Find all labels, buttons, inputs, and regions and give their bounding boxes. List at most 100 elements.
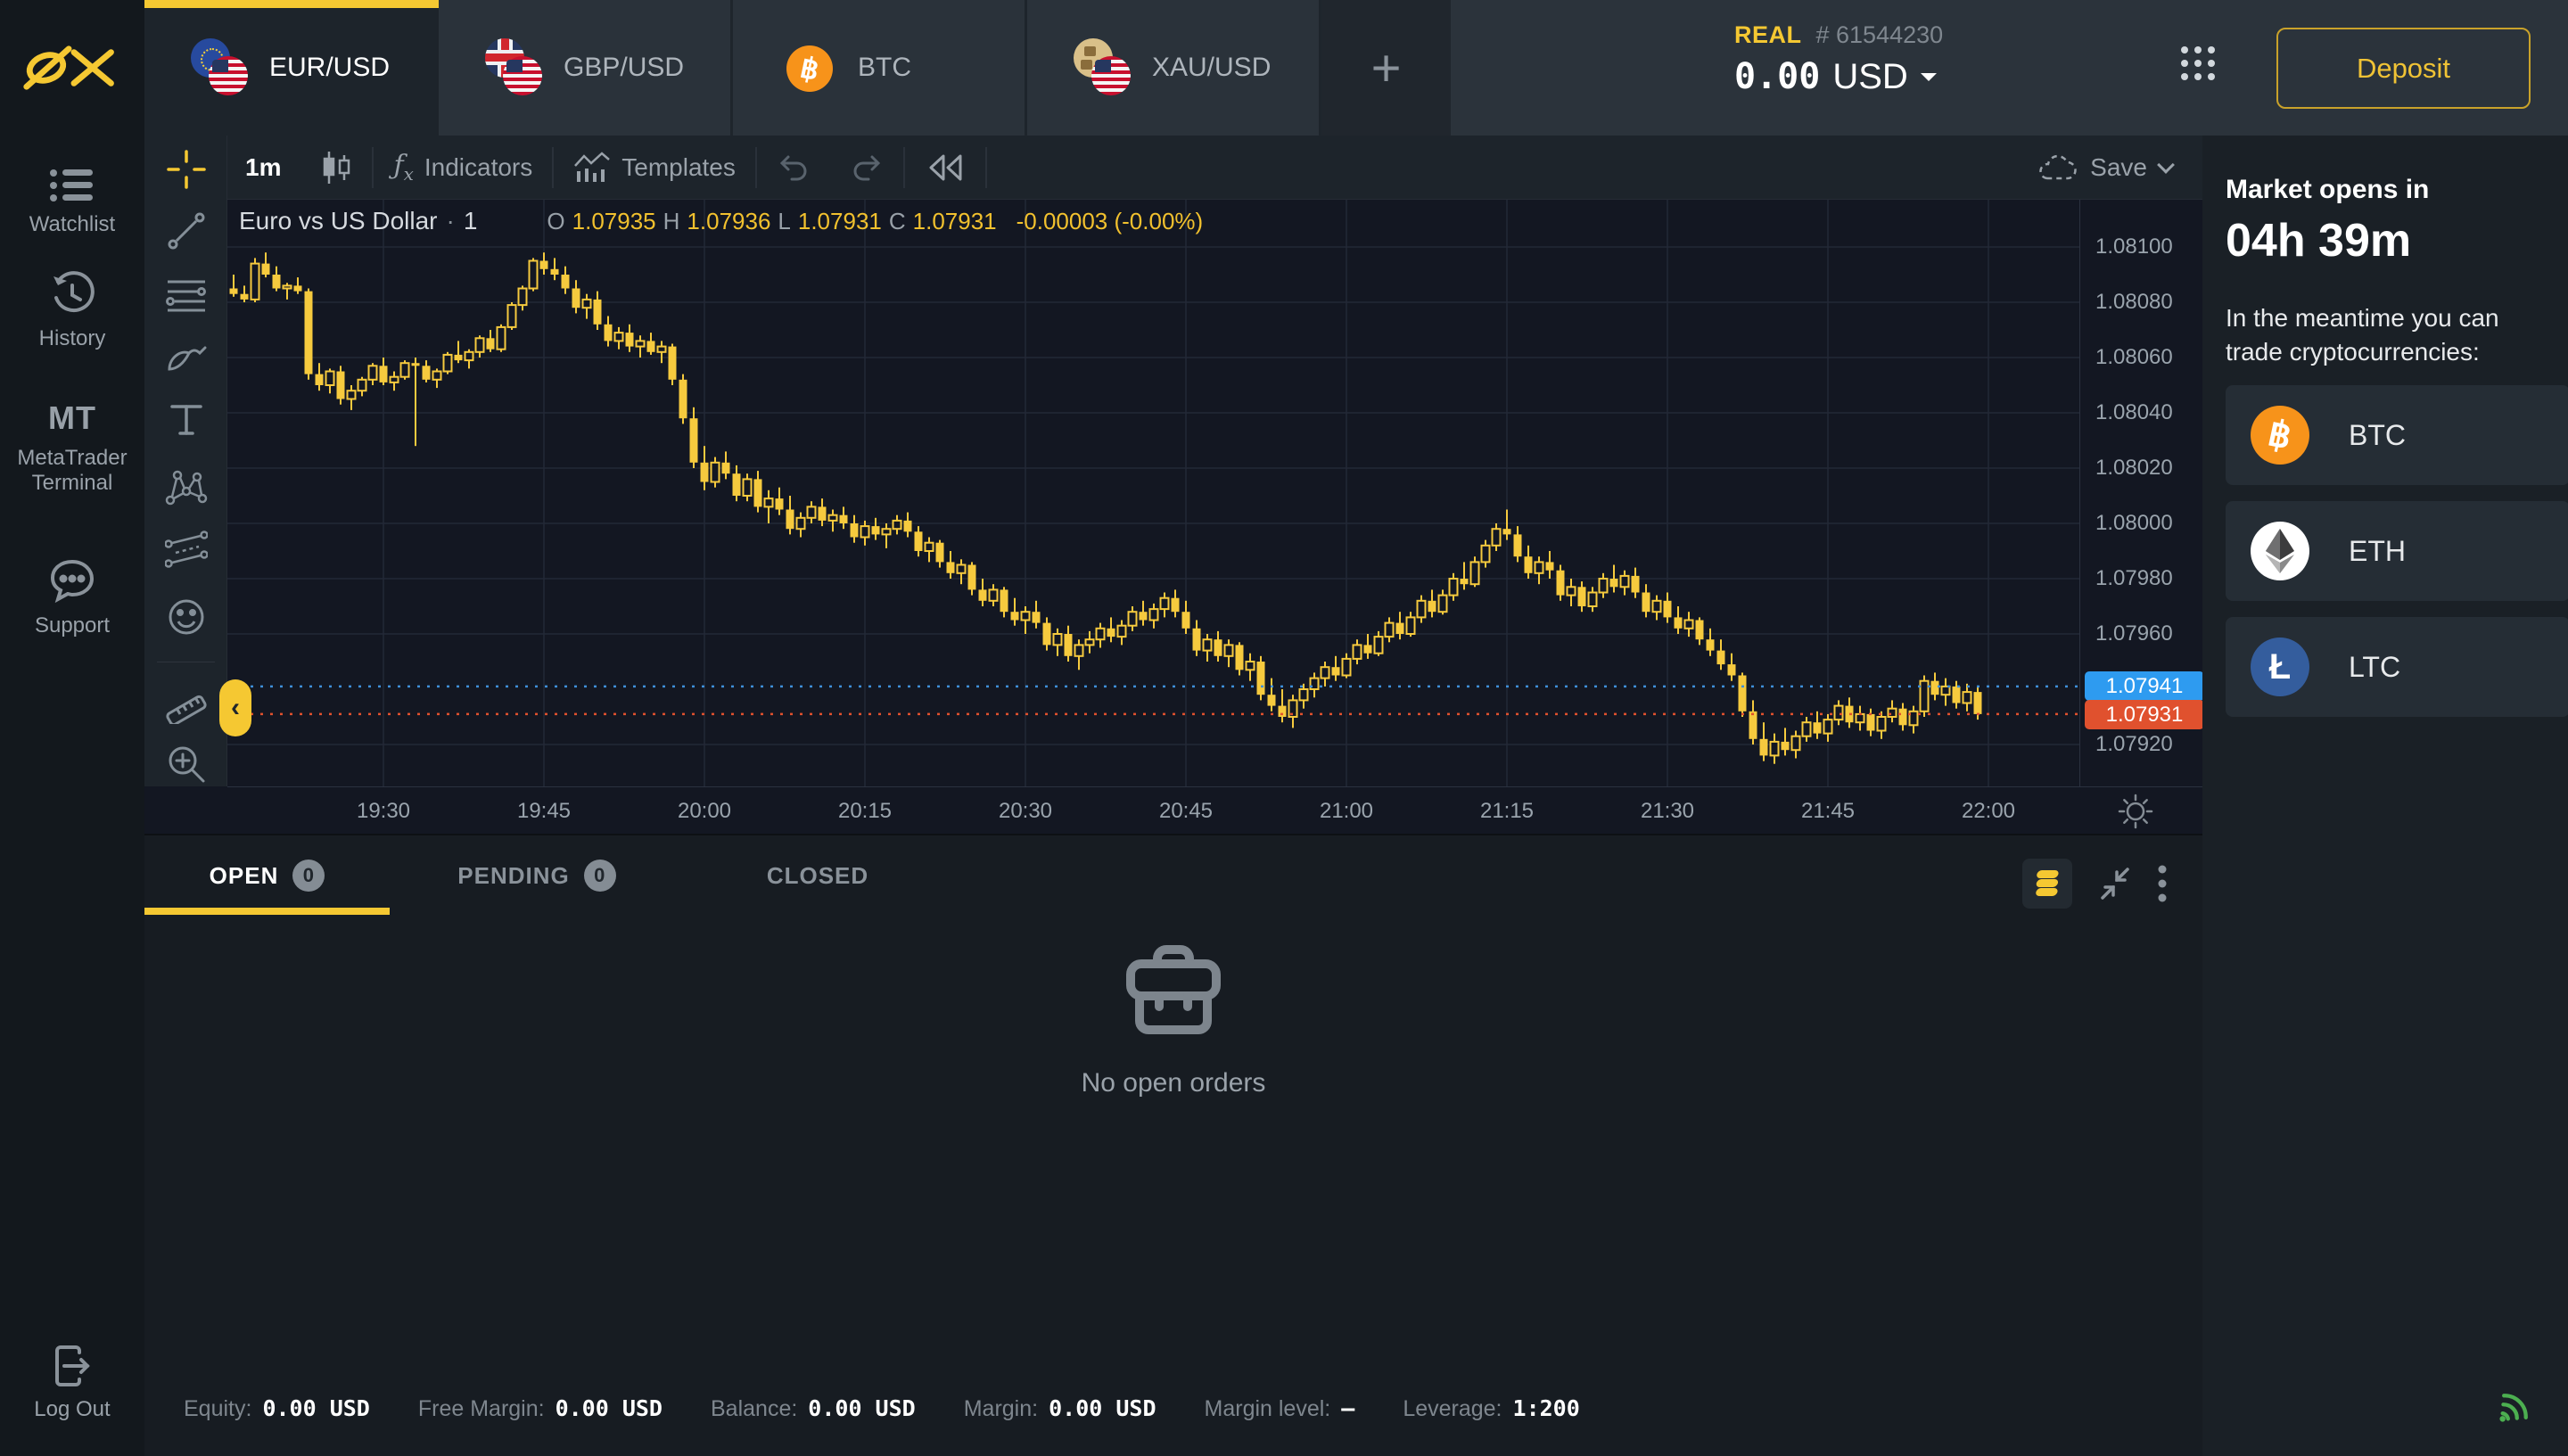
y-axis-tick: 1.07920 bbox=[2095, 732, 2173, 756]
orders-tabs: OPEN 0 PENDING 0 CLOSED bbox=[144, 844, 951, 907]
ltc-coin-icon: Ł bbox=[2251, 638, 2309, 696]
tab-label: OPEN bbox=[209, 861, 279, 889]
undo-icon bbox=[779, 155, 807, 180]
chevron-down-icon bbox=[1920, 73, 1937, 89]
orders-panel: OPEN 0 PENDING 0 CLOSED bbox=[144, 834, 2202, 1456]
balance-dropdown[interactable]: 0.00 USD bbox=[1734, 56, 1943, 97]
chart-panel: 1m ƒx Indicators Templates bbox=[144, 136, 2204, 834]
sidebar-item-logout[interactable]: Log Out bbox=[0, 1344, 144, 1422]
pattern-tool-button[interactable] bbox=[144, 468, 227, 506]
btc-coin-icon: ฿ bbox=[779, 38, 838, 97]
margin-level-label: Margin level: bbox=[1204, 1396, 1331, 1421]
emoji-tool-button[interactable] bbox=[144, 597, 227, 637]
theme-brightness-button[interactable] bbox=[2115, 791, 2156, 832]
balance-label: Balance: bbox=[711, 1396, 798, 1421]
redo-button[interactable] bbox=[830, 136, 903, 200]
xabcd-pattern-icon bbox=[165, 470, 207, 506]
tab-open-orders[interactable]: OPEN 0 bbox=[144, 844, 390, 907]
y-axis-tick: 1.08080 bbox=[2095, 290, 2173, 314]
drawing-toolbar bbox=[144, 136, 227, 786]
redo-icon bbox=[853, 155, 881, 180]
add-instrument-tab-button[interactable]: + bbox=[1321, 0, 1451, 136]
tab-btc[interactable]: ฿ BTC bbox=[733, 0, 1027, 136]
horizontal-lines-tool-button[interactable] bbox=[144, 276, 227, 312]
tab-pending-orders[interactable]: PENDING 0 bbox=[390, 844, 684, 907]
sidebar-item-metatrader[interactable]: MT MetaTrader Terminal bbox=[0, 399, 144, 496]
fx-icon: ƒx bbox=[393, 150, 414, 185]
rewind-button[interactable] bbox=[905, 136, 985, 200]
sidebar-item-support[interactable]: Support bbox=[0, 558, 144, 638]
eurusd-flag-icon bbox=[191, 38, 250, 97]
active-tab-underline bbox=[144, 908, 390, 915]
instrument-tabs: EUR/USD GBP/USD ฿ BTC XAU/USD bbox=[144, 0, 1451, 136]
x-axis-tick: 20:45 bbox=[1158, 799, 1214, 823]
empty-orders-message: No open orders bbox=[1081, 1068, 1266, 1098]
tab-label: CLOSED bbox=[766, 861, 869, 889]
candlestick-type-icon bbox=[324, 151, 350, 184]
leverage-value: 1:200 bbox=[1512, 1395, 1580, 1421]
crypto-card-eth[interactable]: ETH bbox=[2226, 501, 2568, 601]
indicators-button[interactable]: ƒx Indicators bbox=[374, 136, 552, 200]
tab-gbpusd[interactable]: GBP/USD bbox=[439, 0, 733, 136]
apps-grid-icon[interactable] bbox=[2181, 46, 2215, 80]
account-number: # 61544230 bbox=[1815, 21, 1944, 48]
brand-logo[interactable] bbox=[0, 0, 144, 136]
crosshair-tool-button[interactable] bbox=[144, 150, 227, 189]
x-axis-tick: 20:15 bbox=[837, 799, 893, 823]
sidebar-label: History bbox=[38, 326, 106, 350]
sidebar-label: Watchlist bbox=[29, 212, 116, 236]
exness-logo-icon bbox=[23, 45, 114, 90]
templates-button[interactable]: Templates bbox=[554, 136, 755, 200]
y-axis-tick: 1.08020 bbox=[2095, 456, 2173, 480]
tab-label: GBP/USD bbox=[564, 53, 685, 82]
market-closed-panel: Market opens in 04h 39m In the meantime … bbox=[2202, 136, 2568, 1456]
undo-button[interactable] bbox=[757, 136, 830, 200]
balance-value: 0.00 bbox=[1734, 56, 1821, 97]
sidebar-label: Log Out bbox=[34, 1397, 111, 1421]
current-bid-badge: 1.07931 bbox=[2085, 700, 2204, 729]
smiley-icon bbox=[169, 599, 203, 635]
collapse-icon bbox=[2101, 868, 2129, 900]
plus-icon: + bbox=[1370, 38, 1402, 97]
equity-value: 0.00 USD bbox=[262, 1395, 370, 1421]
trendline-tool-button[interactable] bbox=[144, 211, 227, 251]
crypto-card-ltc[interactable]: Ł LTC bbox=[2226, 617, 2568, 717]
crypto-card-btc[interactable]: ฿ BTC bbox=[2226, 385, 2568, 485]
interval-button[interactable]: 1m bbox=[245, 152, 282, 181]
y-axis-tick: 1.08060 bbox=[2095, 345, 2173, 369]
collapse-panel-button[interactable] bbox=[2097, 866, 2133, 901]
y-axis-tick: 1.07960 bbox=[2095, 621, 2173, 646]
xauusd-flag-icon bbox=[1074, 38, 1132, 97]
candlestick-chart[interactable] bbox=[227, 200, 2079, 786]
text-tool-button[interactable] bbox=[144, 401, 227, 437]
margin-value: 0.00 USD bbox=[1049, 1395, 1156, 1421]
deposit-button[interactable]: Deposit bbox=[2276, 28, 2531, 109]
magnifier-plus-icon bbox=[169, 746, 204, 783]
tab-closed-orders[interactable]: CLOSED bbox=[684, 844, 951, 907]
pending-count-badge: 0 bbox=[583, 860, 616, 892]
y-axis-tick: 1.07980 bbox=[2095, 566, 2173, 590]
connection-status-icon bbox=[2493, 1382, 2539, 1433]
current-ask-badge: 1.07941 bbox=[2085, 671, 2204, 701]
x-axis-tick: 22:00 bbox=[1961, 799, 2016, 823]
ruler-tool-button[interactable] bbox=[144, 681, 227, 724]
crypto-label: BTC bbox=[2349, 418, 2406, 451]
parallel-channel-icon bbox=[164, 531, 208, 568]
history-icon bbox=[54, 271, 95, 313]
order-panel-handle[interactable]: ‹ bbox=[219, 679, 251, 736]
eth-coin-icon bbox=[2251, 522, 2309, 580]
channel-tool-button[interactable] bbox=[144, 531, 227, 568]
save-layout-button[interactable]: Save bbox=[2037, 136, 2175, 200]
brush-tool-button[interactable] bbox=[144, 339, 227, 374]
zoom-in-tool-button[interactable] bbox=[144, 744, 227, 785]
sidebar-item-watchlist[interactable]: Watchlist bbox=[0, 168, 144, 237]
tab-eurusd[interactable]: EUR/USD bbox=[144, 0, 439, 136]
panel-menu-button[interactable] bbox=[2158, 865, 2167, 902]
sidebar-item-history[interactable]: History bbox=[0, 271, 144, 351]
chart-type-button[interactable] bbox=[300, 136, 372, 200]
gbpusd-flag-icon bbox=[485, 38, 544, 97]
equity-label: Equity: bbox=[184, 1396, 252, 1421]
tab-label: BTC bbox=[858, 53, 911, 82]
view-mode-button[interactable] bbox=[2022, 859, 2072, 909]
tab-xauusd[interactable]: XAU/USD bbox=[1027, 0, 1321, 136]
